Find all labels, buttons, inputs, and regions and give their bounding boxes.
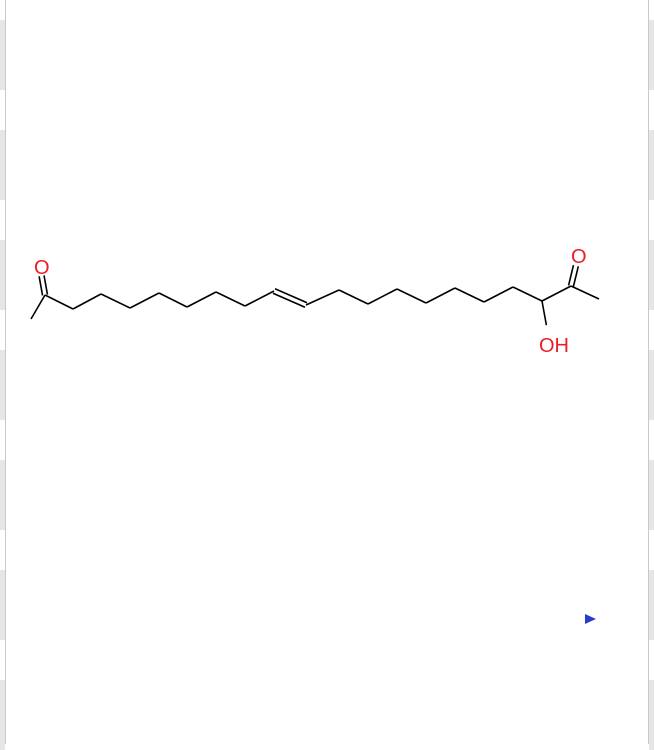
bond [339, 290, 368, 304]
diagram-canvas: O OH O [0, 0, 654, 744]
bond [31, 295, 45, 319]
bond [397, 289, 426, 303]
bond [426, 288, 455, 303]
bond [455, 288, 484, 302]
bond [542, 301, 546, 325]
bond [187, 292, 216, 307]
bond [39, 276, 42, 295]
atom-label: O [571, 246, 587, 268]
bond [573, 266, 578, 286]
bond [306, 290, 339, 305]
bond [484, 287, 513, 302]
bond [130, 293, 159, 308]
bond [159, 293, 187, 307]
bond [368, 289, 397, 304]
bond [73, 294, 101, 309]
bond [45, 295, 73, 309]
bond [542, 286, 571, 301]
play-icon[interactable] [585, 614, 596, 624]
bond [513, 287, 542, 301]
bond [245, 291, 274, 306]
molecule-structure: O OH O [0, 0, 654, 744]
bond [216, 292, 245, 306]
bond [571, 286, 599, 299]
atom-label: O [34, 257, 50, 279]
atom-label: OH [539, 335, 569, 357]
bond [101, 294, 130, 308]
bond [569, 265, 574, 285]
